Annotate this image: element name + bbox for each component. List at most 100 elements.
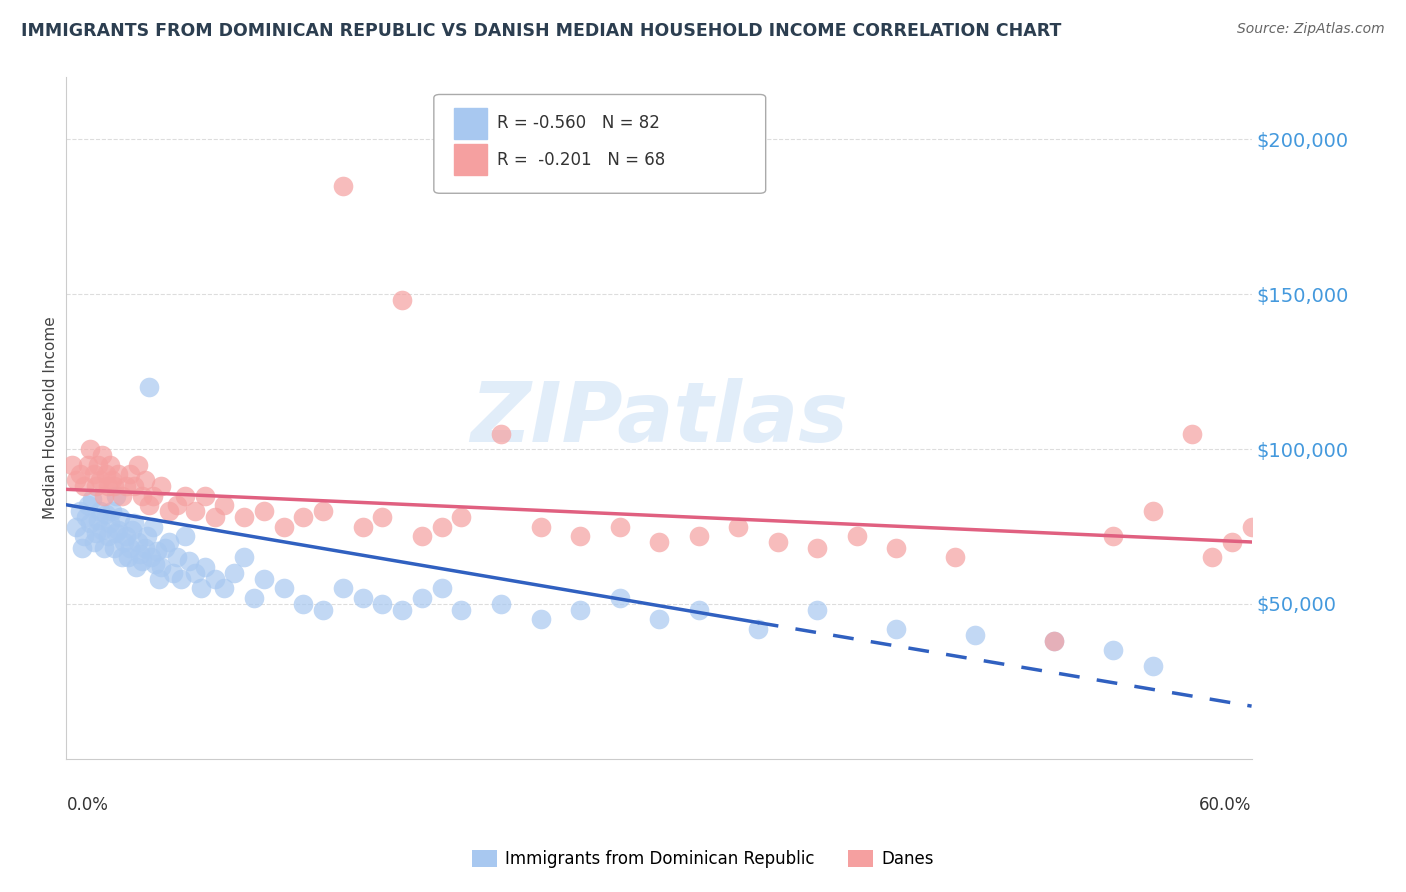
Point bbox=[91, 523, 114, 537]
Point bbox=[170, 572, 193, 586]
Text: IMMIGRANTS FROM DOMINICAN REPUBLIC VS DANISH MEDIAN HOUSEHOLD INCOME CORRELATION: IMMIGRANTS FROM DOMINICAN REPUBLIC VS DA… bbox=[21, 22, 1062, 40]
Point bbox=[89, 504, 111, 518]
Point bbox=[148, 572, 170, 586]
Point bbox=[91, 448, 114, 462]
Point bbox=[131, 489, 153, 503]
Point bbox=[84, 525, 107, 540]
Point bbox=[73, 479, 96, 493]
Point bbox=[1043, 634, 1066, 648]
Point bbox=[103, 479, 125, 493]
Point bbox=[142, 489, 165, 503]
Point bbox=[430, 519, 453, 533]
Point bbox=[174, 489, 197, 503]
Point bbox=[352, 519, 374, 533]
Text: ZIPatlas: ZIPatlas bbox=[470, 377, 848, 458]
Point bbox=[142, 519, 165, 533]
Point bbox=[111, 550, 134, 565]
Point bbox=[83, 535, 105, 549]
Point bbox=[84, 479, 107, 493]
Point bbox=[122, 479, 145, 493]
Point bbox=[93, 489, 115, 503]
Point bbox=[273, 519, 295, 533]
Point bbox=[87, 458, 110, 472]
Point bbox=[69, 467, 91, 481]
Point bbox=[114, 479, 136, 493]
Point bbox=[648, 612, 671, 626]
Point bbox=[845, 529, 868, 543]
Point bbox=[450, 603, 472, 617]
FancyBboxPatch shape bbox=[434, 95, 766, 194]
Point bbox=[1240, 519, 1263, 533]
Point bbox=[75, 510, 97, 524]
Point bbox=[108, 510, 131, 524]
Point bbox=[114, 529, 136, 543]
Point bbox=[73, 529, 96, 543]
Point bbox=[97, 529, 120, 543]
Point bbox=[89, 473, 111, 487]
Point bbox=[688, 529, 710, 543]
Point bbox=[83, 467, 105, 481]
Point bbox=[82, 491, 104, 506]
Point bbox=[138, 498, 160, 512]
Point bbox=[312, 504, 335, 518]
Point bbox=[1279, 535, 1302, 549]
Point bbox=[166, 550, 188, 565]
Text: R =  -0.201   N = 68: R = -0.201 N = 68 bbox=[496, 151, 665, 169]
Point bbox=[253, 504, 276, 518]
Point bbox=[79, 516, 101, 531]
Text: 60.0%: 60.0% bbox=[1199, 797, 1251, 814]
Point bbox=[430, 582, 453, 596]
Point bbox=[174, 529, 197, 543]
Point bbox=[157, 504, 180, 518]
Point bbox=[884, 622, 907, 636]
Point bbox=[884, 541, 907, 556]
Point bbox=[136, 529, 159, 543]
Point bbox=[352, 591, 374, 605]
Point bbox=[72, 541, 94, 556]
Point bbox=[101, 504, 124, 518]
Point bbox=[371, 510, 394, 524]
Point bbox=[233, 550, 256, 565]
Point bbox=[155, 541, 177, 556]
Bar bbox=[454, 145, 486, 175]
Point bbox=[214, 498, 236, 512]
Point bbox=[766, 535, 789, 549]
Point bbox=[1102, 529, 1125, 543]
Point bbox=[94, 467, 117, 481]
Bar bbox=[454, 108, 486, 139]
Point bbox=[292, 510, 315, 524]
Point bbox=[146, 544, 169, 558]
Text: 0.0%: 0.0% bbox=[66, 797, 108, 814]
Point bbox=[98, 458, 121, 472]
Point bbox=[177, 553, 200, 567]
Point bbox=[243, 591, 266, 605]
Point bbox=[118, 467, 141, 481]
Point bbox=[312, 603, 335, 617]
Point bbox=[450, 510, 472, 524]
Point bbox=[489, 597, 512, 611]
Point bbox=[77, 458, 100, 472]
Point bbox=[648, 535, 671, 549]
Point bbox=[65, 519, 87, 533]
Point bbox=[806, 603, 828, 617]
Point bbox=[806, 541, 828, 556]
Point bbox=[214, 582, 236, 596]
Point bbox=[131, 553, 153, 567]
Point bbox=[489, 426, 512, 441]
Point bbox=[127, 458, 149, 472]
Point bbox=[1220, 535, 1243, 549]
Text: R = -0.560   N = 82: R = -0.560 N = 82 bbox=[496, 114, 659, 132]
Point bbox=[1201, 550, 1223, 565]
Point bbox=[93, 541, 115, 556]
Point bbox=[963, 628, 986, 642]
Point bbox=[134, 541, 156, 556]
Point bbox=[134, 473, 156, 487]
Point bbox=[128, 548, 150, 562]
Point bbox=[569, 529, 592, 543]
Point bbox=[190, 582, 212, 596]
Point bbox=[87, 513, 110, 527]
Point bbox=[111, 489, 134, 503]
Point bbox=[143, 557, 166, 571]
Point bbox=[204, 572, 226, 586]
Point bbox=[1102, 643, 1125, 657]
